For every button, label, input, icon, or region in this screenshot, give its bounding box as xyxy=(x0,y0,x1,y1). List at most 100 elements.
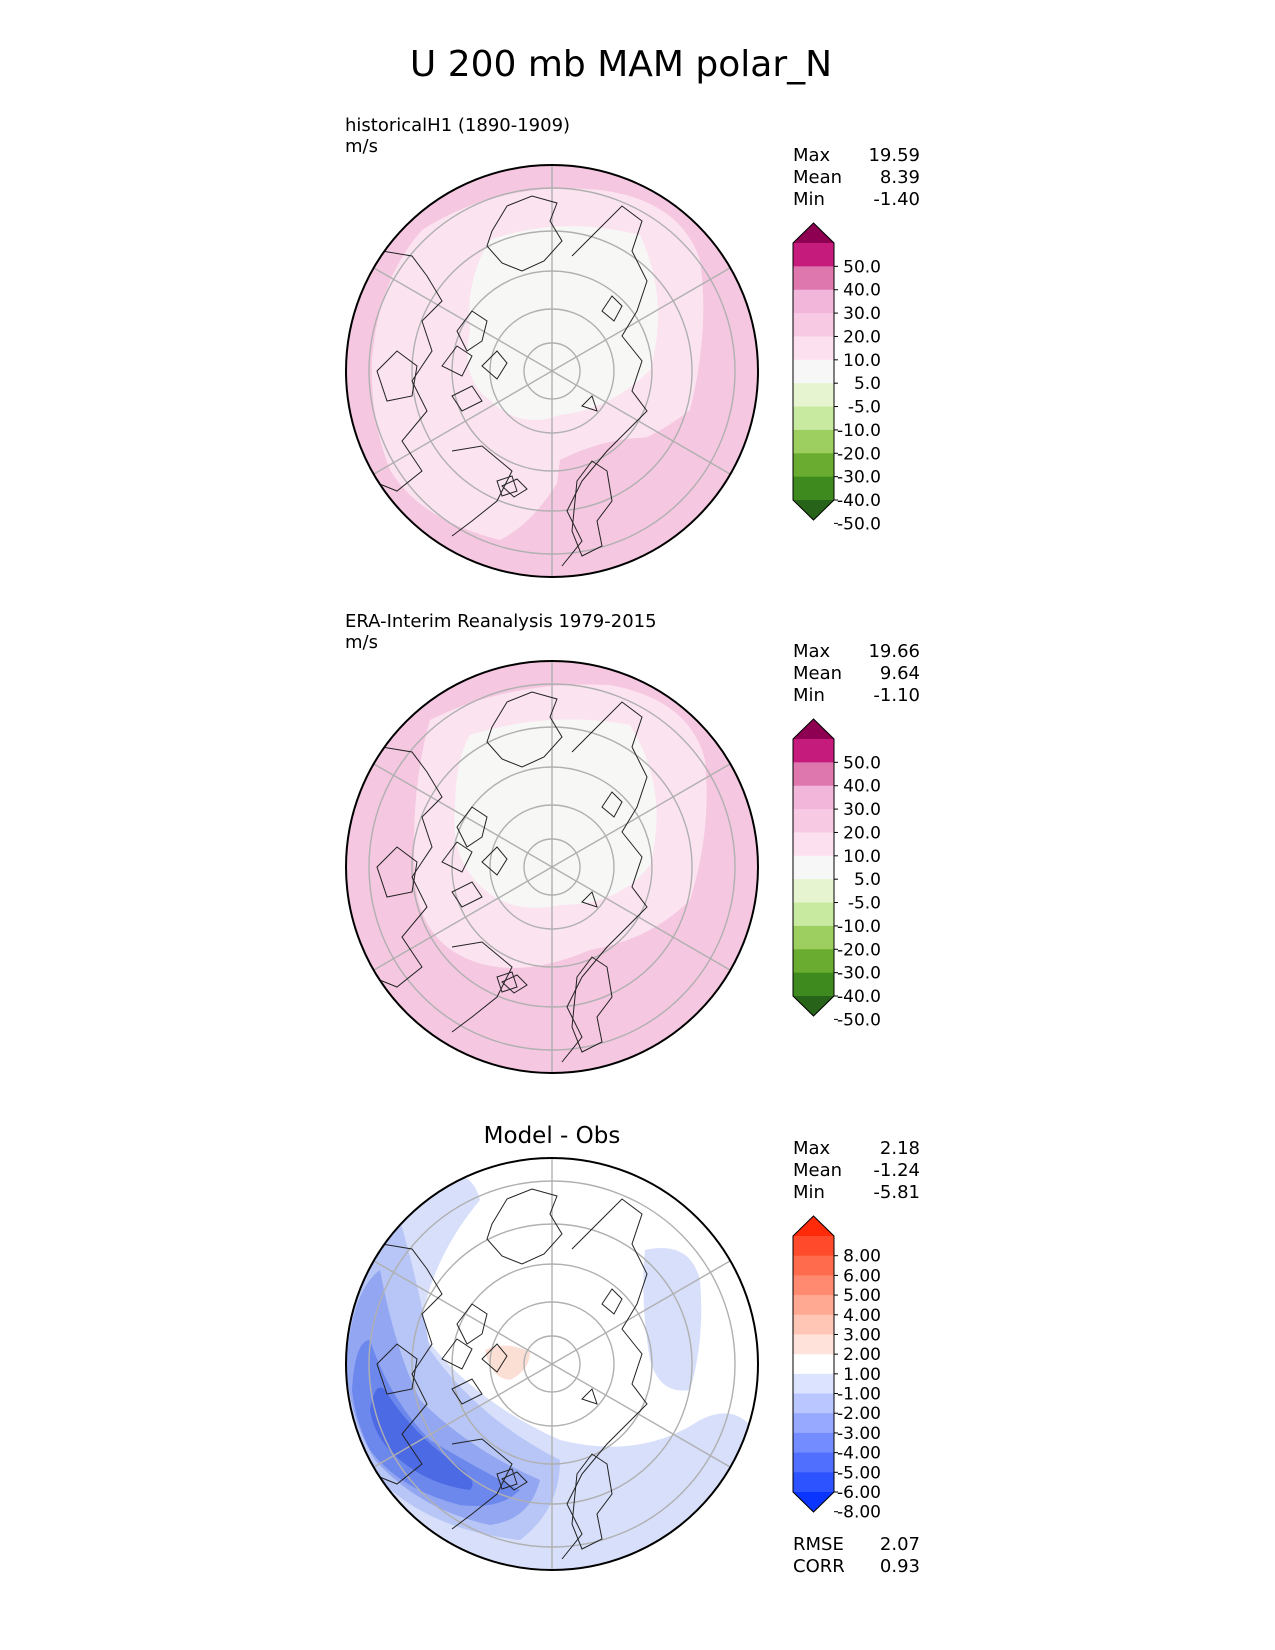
panel-diff-colorbar-extend-max xyxy=(793,1216,834,1236)
panel-diff-colorbar-label: 4.00 xyxy=(843,1306,881,1326)
panel-reference-colorbar-label: 20.0 xyxy=(843,823,881,843)
panel-reference-colorbar-swatch xyxy=(793,785,834,810)
panel-test-title: historicalH1 (1890-1909) xyxy=(345,115,570,136)
panel-reference-colorbar-extend-max xyxy=(793,719,834,739)
panel-diff-colorbar-swatch xyxy=(793,1275,834,1296)
panel-test-colorbar-extend-min xyxy=(793,500,834,520)
panel-diff-corr: 0.93 xyxy=(880,1556,920,1577)
panel-reference-colorbar-label: 40.0 xyxy=(843,777,881,797)
panel-diff-field-neg1b xyxy=(643,1248,702,1391)
panel-test-colorbar-extend-max xyxy=(793,223,834,243)
panel-reference-map-border xyxy=(345,660,759,1074)
panel-test-mean-label: Mean xyxy=(793,167,842,188)
panel-diff-colorbar-swatch xyxy=(793,1334,834,1355)
panel-reference-colorbar-swatch xyxy=(793,949,834,974)
panel-diff-colorbar-label: -2.00 xyxy=(837,1404,881,1424)
panel-test-colorbar-swatch xyxy=(793,406,834,431)
panel-diff-max-label: Max xyxy=(793,1138,831,1159)
panel-reference-colorbar-label: -10.0 xyxy=(837,917,881,937)
panel-test-max-label: Max xyxy=(793,145,831,166)
panel-test-colorbar-label: -5.0 xyxy=(848,398,881,418)
panel-diff-colorbar-extend-min xyxy=(793,1492,834,1512)
panel-test-colorbar-label: 40.0 xyxy=(843,281,881,301)
panel-diff-min: -5.81 xyxy=(873,1182,920,1203)
panel-reference-colorbar-swatch xyxy=(793,972,834,997)
panel-reference-mean: 9.64 xyxy=(880,663,920,684)
panel-test-field-core xyxy=(467,226,658,420)
panel-diff: Model - Obs Max 2.18 Mean -1.24 Min -5.8… xyxy=(345,1123,920,1577)
panel-test-colorbar-label: 30.0 xyxy=(843,304,881,324)
panel-reference-colorbar-swatch xyxy=(793,739,834,763)
panel-diff-colorbar-label: 3.00 xyxy=(843,1325,881,1345)
panel-test-colorbar-label: -40.0 xyxy=(837,491,881,511)
panel-test-min: -1.40 xyxy=(873,189,920,210)
panel-diff-colorbar-swatch xyxy=(793,1452,834,1473)
panel-reference-colorbar-label: 30.0 xyxy=(843,800,881,820)
panel-test-colorbar-label: -30.0 xyxy=(837,468,881,488)
panel-reference-min: -1.10 xyxy=(873,685,920,706)
panel-reference-mean-label: Mean xyxy=(793,663,842,684)
panel-diff-colorbar: 8.006.005.004.003.002.001.00-1.00-2.00-3… xyxy=(792,1215,881,1523)
panel-reference-colorbar-swatch xyxy=(793,879,834,904)
panel-reference-colorbar-label: -50.0 xyxy=(837,1010,881,1030)
panel-reference: ERA-Interim Reanalysis 1979-2015 m/s Max… xyxy=(345,611,920,1074)
panel-diff-rmse-label: RMSE xyxy=(793,1534,844,1555)
panel-diff-corr-label: CORR xyxy=(793,1556,845,1577)
panel-reference-colorbar-swatch xyxy=(793,902,834,927)
panel-test-field-south xyxy=(556,437,707,560)
panel-diff-map-border xyxy=(345,1157,759,1571)
panel-diff-field-neg4 xyxy=(352,1340,520,1506)
panel-diff-colorbar-label: -4.00 xyxy=(837,1444,881,1464)
panel-reference-colorbar-swatch xyxy=(793,855,834,880)
panel-diff-title: Model - Obs xyxy=(484,1123,621,1149)
panel-reference-colorbar-label: 5.0 xyxy=(854,870,881,890)
panel-diff-colorbar-swatch xyxy=(793,1413,834,1434)
panel-diff-map xyxy=(346,1158,758,1570)
panel-reference-colorbar-label: -5.0 xyxy=(848,894,881,914)
panel-test-map-border xyxy=(345,164,759,578)
panel-diff-colorbar-swatch xyxy=(793,1295,834,1316)
panel-diff-colorbar-label: -8.00 xyxy=(837,1503,881,1523)
panel-reference-colorbar-extend-min xyxy=(793,996,834,1016)
panel-diff-mean-label: Mean xyxy=(793,1160,842,1181)
panel-reference-title: ERA-Interim Reanalysis 1979-2015 xyxy=(345,611,657,632)
panel-test-colorbar-swatch xyxy=(793,359,834,384)
figure-title: U 200 mb MAM polar_N xyxy=(410,44,832,85)
panel-diff-colorbar-label: 1.00 xyxy=(843,1365,881,1385)
panel-reference-max-label: Max xyxy=(793,641,831,662)
panel-test-max: 19.59 xyxy=(868,145,920,166)
panel-reference-colorbar-label: 50.0 xyxy=(843,753,881,773)
panel-diff-rmse: 2.07 xyxy=(880,1534,920,1555)
panel-test: historicalH1 (1890-1909) m/s Max 19.59 M… xyxy=(345,115,920,578)
panel-diff-colorbar-label: 8.00 xyxy=(843,1247,881,1267)
panel-diff-field-neg5 xyxy=(370,1387,473,1490)
panel-reference-colorbar-swatch xyxy=(793,925,834,950)
panel-test-colorbar-swatch xyxy=(793,429,834,454)
panel-diff-colorbar-swatch xyxy=(793,1373,834,1395)
panel-test-colorbar-label: 5.0 xyxy=(854,374,881,394)
panel-reference-units: m/s xyxy=(345,632,378,653)
panel-test-colorbar: 50.0 40.0 30.0 20.0 10.0 5.0 -5.0 -10.0 -20.0 -30… xyxy=(792,222,881,534)
panel-reference-colorbar-label: -30.0 xyxy=(837,964,881,984)
panel-diff-colorbar-swatch xyxy=(793,1236,834,1257)
panel-test-colorbar-label: 20.0 xyxy=(843,327,881,347)
panel-reference-colorbar-label: 10.0 xyxy=(843,847,881,867)
panel-test-colorbar-swatch xyxy=(793,453,834,478)
panel-reference-map xyxy=(346,661,758,1073)
panel-diff-colorbar-label: 5.00 xyxy=(843,1286,881,1306)
panel-test-colorbar-swatch xyxy=(793,313,834,337)
panel-diff-colorbar-label: -3.00 xyxy=(837,1424,881,1444)
panel-test-colorbar-label: -10.0 xyxy=(837,421,881,441)
panel-diff-colorbar-swatch xyxy=(793,1354,834,1375)
panel-diff-colorbar-label: 6.00 xyxy=(843,1266,881,1286)
panel-reference-colorbar-swatch xyxy=(793,809,834,833)
panel-reference-min-label: Min xyxy=(793,685,825,706)
panel-test-colorbar-swatch xyxy=(793,336,834,361)
panel-diff-min-label: Min xyxy=(793,1182,825,1203)
panel-test-colorbar-swatch xyxy=(793,476,834,501)
panel-test-map xyxy=(346,165,758,577)
panel-diff-colorbar-swatch xyxy=(793,1472,834,1493)
panel-diff-colorbar-label: -6.00 xyxy=(837,1483,881,1503)
panel-test-colorbar-swatch xyxy=(793,266,834,291)
panel-diff-colorbar-swatch xyxy=(793,1255,834,1276)
